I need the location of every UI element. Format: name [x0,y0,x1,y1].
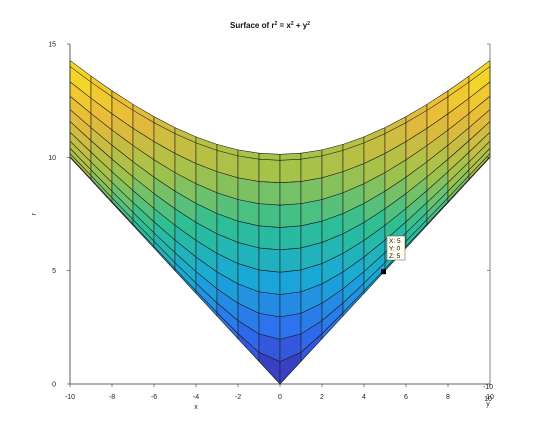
data-tip-y: Y: 0 [389,246,401,253]
surface-face [279,247,302,273]
data-tip-z: Z: 5 [389,253,401,260]
x-tick-label: -2 [235,394,241,401]
surface-face [279,158,302,183]
surface-mesh [69,60,491,385]
surface-face [258,158,281,183]
surface-face [258,247,281,273]
surface-face [279,269,302,295]
surface-face [279,291,302,318]
x-tick-label: 10 [486,394,494,401]
x-tick-label: -4 [193,394,199,401]
surface-face [237,155,260,182]
surface-face [237,199,260,227]
data-tip-marker [381,269,386,275]
depth-tick-label: 10 [484,396,492,403]
x-tick-label: -8 [109,394,115,401]
chart-title: Surface of r2 = x2 + y2 [230,21,310,30]
surface-face [258,269,281,295]
data-tip-x: X: 5 [389,238,401,245]
surface-face [300,177,323,204]
data-tip-box [386,235,406,261]
surface-face [258,181,281,206]
x-tick-label: 0 [278,394,282,401]
x-tick-label: -10 [65,394,75,401]
x-tick-label: 8 [446,394,450,401]
data-tip[interactable]: X: 5 Y: 0 Z: 5 [381,235,406,275]
z-tick-label: 0 [52,382,56,389]
surface-face [258,225,281,251]
x-tick-label: -6 [151,394,157,401]
z-tick-label: 15 [48,42,56,49]
z-tick-label: 5 [52,268,56,275]
z-tick-label: 10 [48,155,56,162]
depth-axis-label: y [486,401,490,408]
depth-tick-label: -10 [483,384,493,391]
surface-face [258,203,281,228]
x-tick-label: 6 [404,394,408,401]
surface-face [300,155,323,182]
x-tick-label: 2 [320,394,324,401]
x-tick-label: 4 [362,394,366,401]
surface-face [279,225,302,251]
surface-face [279,203,302,228]
surface-face [237,177,260,204]
surface-face [258,291,281,318]
surface-face [279,181,302,206]
surface-face [300,199,323,227]
x-axis-label: x [194,404,198,411]
z-axis-label: r [31,212,38,215]
